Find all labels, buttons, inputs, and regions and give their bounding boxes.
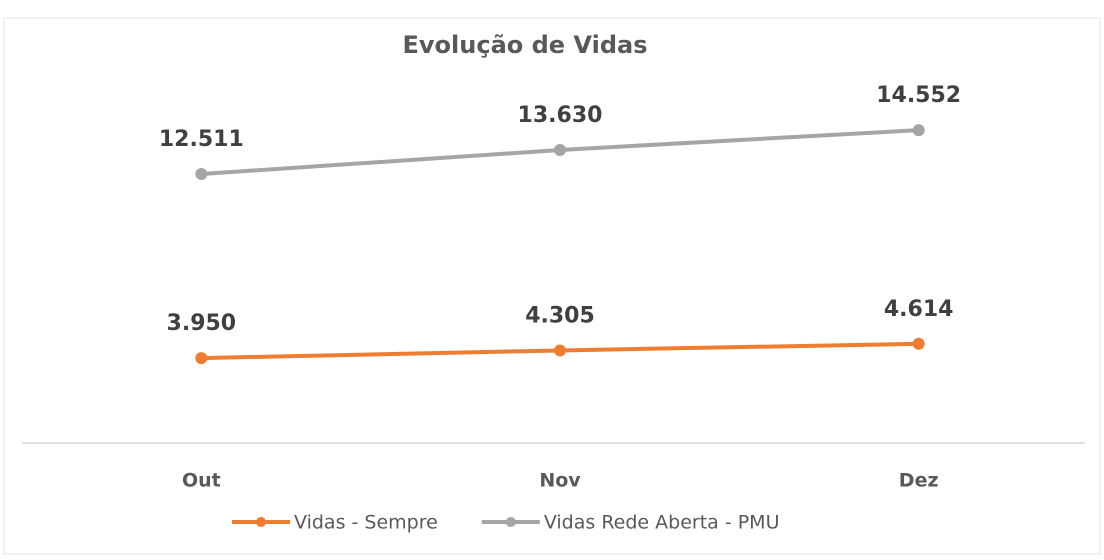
x-tick-label: Out bbox=[182, 470, 221, 492]
data-label: 3.950 bbox=[167, 311, 237, 336]
legend-marker bbox=[505, 517, 516, 527]
data-label: 14.552 bbox=[876, 83, 961, 108]
legend-marker bbox=[256, 517, 266, 527]
chart-title: Evolução de Vidas bbox=[403, 31, 648, 59]
point bbox=[912, 124, 925, 137]
point bbox=[195, 352, 208, 365]
point bbox=[912, 337, 925, 350]
data-label: 4.305 bbox=[525, 303, 595, 328]
legend-label: Vidas - Sempre bbox=[294, 512, 438, 534]
data-label: 12.511 bbox=[159, 127, 244, 152]
legend-label: Vidas Rede Aberta - PMU bbox=[544, 512, 780, 534]
point bbox=[554, 344, 566, 357]
data-label: 4.614 bbox=[884, 297, 954, 322]
point bbox=[554, 143, 566, 156]
x-tick-label: Nov bbox=[539, 470, 581, 492]
data-label: 13.630 bbox=[518, 103, 603, 128]
chart-frame bbox=[3, 17, 1101, 555]
point bbox=[195, 168, 208, 181]
x-tick-label: Dez bbox=[899, 470, 939, 492]
